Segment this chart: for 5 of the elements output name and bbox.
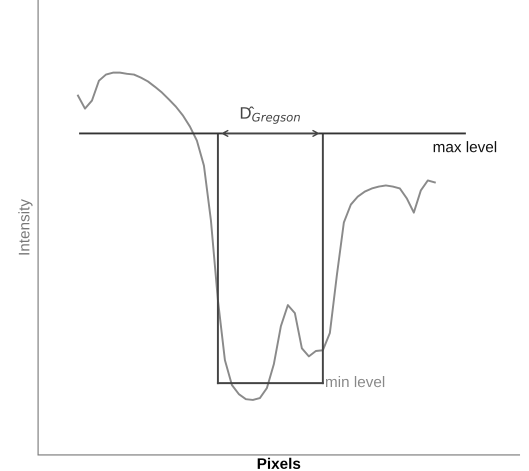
x-axis-title: Pixels	[258, 458, 300, 469]
annotation: D̂$_{Gregson}$	[240, 106, 300, 124]
ref-line-label: max level	[434, 141, 496, 152]
ref-line-label: min level	[326, 376, 384, 388]
y-axis-title: Intensity	[18, 199, 33, 255]
